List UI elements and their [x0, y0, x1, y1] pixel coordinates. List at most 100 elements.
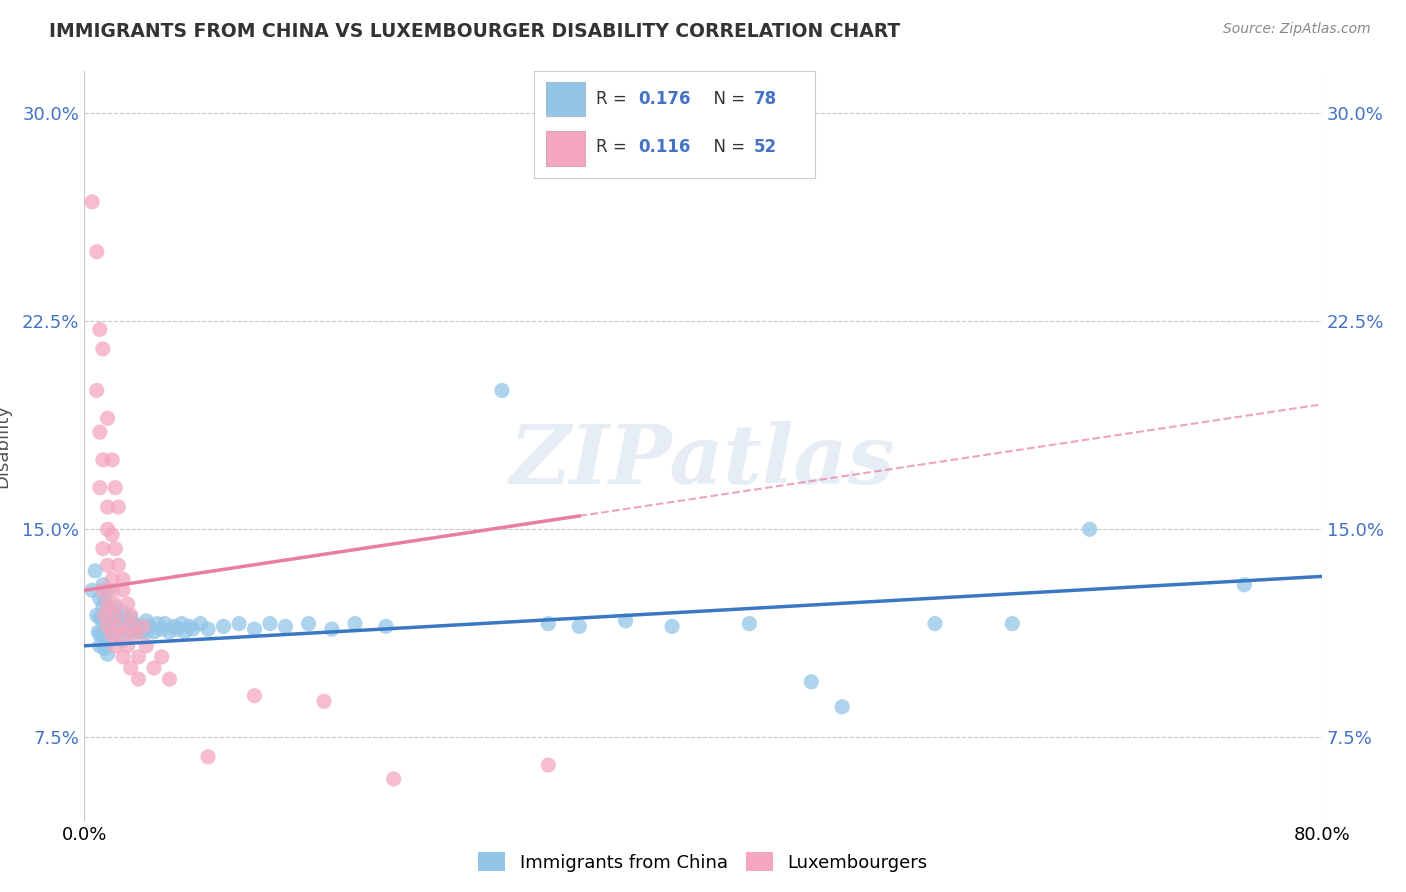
Point	[321, 622, 343, 636]
Point	[100, 619, 122, 633]
Text: N =: N =	[703, 90, 751, 108]
Point	[120, 624, 142, 639]
Point	[170, 616, 193, 631]
Point	[96, 500, 118, 514]
Point	[101, 628, 124, 642]
Point	[112, 633, 135, 648]
Point	[91, 614, 114, 628]
Point	[112, 583, 135, 598]
Point	[96, 599, 118, 614]
Text: 78: 78	[754, 90, 776, 108]
Text: R =: R =	[596, 138, 633, 156]
Point	[86, 384, 108, 398]
Point	[179, 619, 201, 633]
Point	[104, 599, 127, 614]
Text: R =: R =	[596, 90, 633, 108]
Point	[112, 628, 135, 642]
Point	[82, 583, 104, 598]
Point	[243, 622, 266, 636]
Point	[108, 619, 131, 633]
Point	[91, 628, 114, 642]
Point	[112, 572, 135, 586]
Point	[127, 619, 149, 633]
Point	[101, 611, 124, 625]
Point	[96, 522, 118, 536]
Point	[93, 611, 115, 625]
Point	[89, 628, 111, 642]
Point	[96, 647, 118, 661]
Point	[86, 244, 108, 259]
Point	[738, 616, 761, 631]
Point	[568, 619, 591, 633]
Point	[181, 622, 204, 636]
Point	[91, 541, 114, 556]
Point	[104, 597, 127, 611]
Point	[101, 628, 124, 642]
Point	[93, 591, 115, 606]
Point	[228, 616, 250, 631]
Point	[82, 194, 104, 209]
Point	[135, 639, 157, 653]
Point	[101, 453, 124, 467]
Point	[132, 619, 155, 633]
Point	[96, 597, 118, 611]
Point	[150, 622, 173, 636]
Point	[143, 661, 166, 675]
Point	[135, 614, 157, 628]
Point	[174, 624, 197, 639]
Point	[831, 699, 853, 714]
Point	[800, 674, 823, 689]
Text: 0.176: 0.176	[638, 90, 690, 108]
Point	[343, 616, 366, 631]
Point	[96, 619, 118, 633]
Point	[115, 614, 138, 628]
Text: 52: 52	[754, 138, 776, 156]
Point	[112, 649, 135, 664]
Point	[131, 624, 153, 639]
Point	[124, 624, 146, 639]
Point	[107, 500, 129, 514]
Point	[614, 614, 637, 628]
Point	[91, 583, 114, 598]
Point	[96, 558, 118, 573]
Point	[132, 619, 155, 633]
Point	[135, 624, 157, 639]
Point	[143, 624, 166, 639]
Point	[93, 641, 115, 656]
Point	[96, 583, 118, 598]
Point	[117, 622, 139, 636]
Point	[100, 606, 122, 620]
Point	[312, 694, 335, 708]
Point	[212, 619, 235, 633]
Point	[104, 639, 127, 653]
Point	[96, 411, 118, 425]
Point	[89, 425, 111, 439]
Point	[274, 619, 297, 633]
Point	[104, 608, 127, 623]
Point	[104, 614, 127, 628]
Point	[89, 591, 111, 606]
Point	[127, 672, 149, 686]
Point	[91, 453, 114, 467]
Point	[100, 633, 122, 648]
Point	[104, 481, 127, 495]
Point	[1233, 578, 1256, 592]
Point	[122, 616, 145, 631]
Point	[86, 608, 108, 623]
Point	[138, 619, 160, 633]
Point	[297, 616, 319, 631]
Point	[146, 616, 169, 631]
Point	[96, 616, 118, 631]
Point	[1001, 616, 1024, 631]
Point	[243, 689, 266, 703]
Y-axis label: Disability: Disability	[0, 404, 11, 488]
Point	[120, 608, 142, 623]
FancyBboxPatch shape	[546, 82, 585, 116]
Point	[91, 578, 114, 592]
Point	[1078, 522, 1101, 536]
Point	[89, 322, 111, 336]
Point	[104, 628, 127, 642]
Point	[188, 616, 211, 631]
Point	[91, 342, 114, 356]
Point	[101, 528, 124, 542]
